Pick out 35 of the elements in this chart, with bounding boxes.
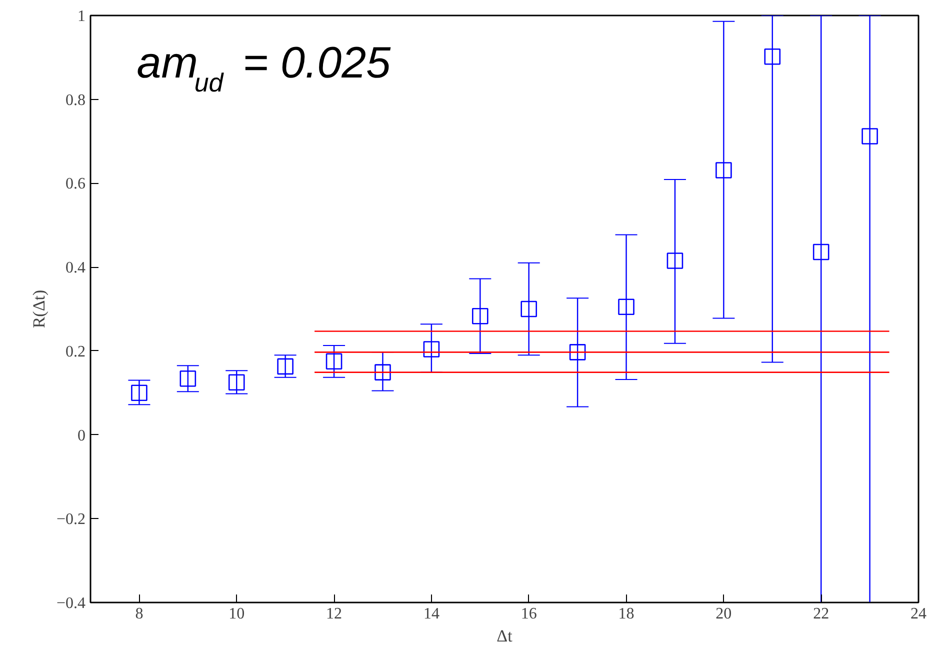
y-tick-label: 0 xyxy=(78,427,86,444)
point xyxy=(862,128,878,144)
x-tick-label: 12 xyxy=(326,606,342,622)
point xyxy=(228,374,245,391)
point xyxy=(569,344,586,360)
y-tick-label: 0.8 xyxy=(66,92,86,109)
x-tick-label: 16 xyxy=(520,606,537,622)
x-tick-label: 8 xyxy=(135,606,144,622)
point xyxy=(716,162,732,178)
y-tick-label: −0.4 xyxy=(56,595,86,612)
x-tick-label: 24 xyxy=(910,606,926,622)
point xyxy=(277,358,294,375)
point xyxy=(180,370,196,387)
point xyxy=(618,298,634,316)
y-tick-label: 1 xyxy=(78,8,86,25)
point xyxy=(423,341,440,358)
point xyxy=(374,364,391,380)
point xyxy=(131,384,148,402)
point xyxy=(764,48,781,65)
y-tick-label: −0.2 xyxy=(56,511,86,528)
point xyxy=(472,308,488,324)
x-tick-label: 20 xyxy=(716,606,732,622)
y-tick-label: 0.4 xyxy=(66,260,86,277)
point xyxy=(666,252,684,269)
y-tick-label: 0.2 xyxy=(66,343,86,360)
point xyxy=(326,353,342,370)
x-tick-label: 22 xyxy=(813,606,830,622)
x-axis-title: Δt xyxy=(496,626,513,646)
y-axis-title: R(Δt) xyxy=(29,290,48,328)
x-tick-label: 18 xyxy=(618,606,634,622)
y-tick-label: 0.6 xyxy=(66,176,86,193)
x-tick-label: 10 xyxy=(228,606,245,622)
x-tick-label: 14 xyxy=(423,606,440,622)
point xyxy=(520,300,538,318)
point xyxy=(812,244,830,260)
